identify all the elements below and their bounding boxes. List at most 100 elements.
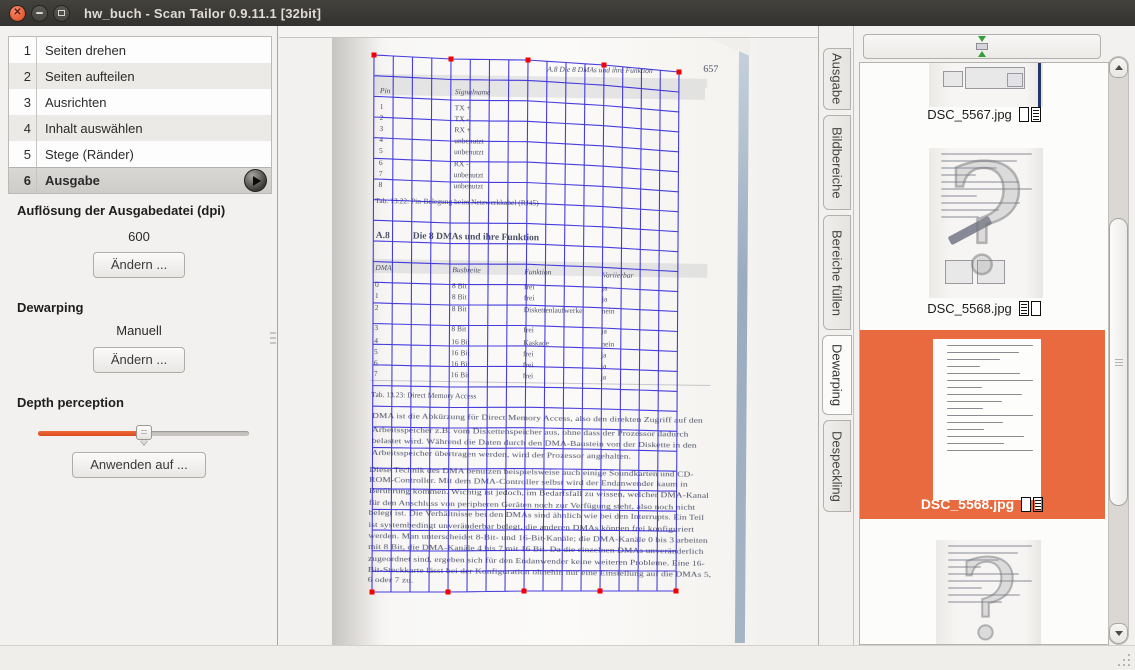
dewarping-grid[interactable] [279,26,818,645]
scrollbar-grip [1115,359,1123,360]
stage-list: 1 Seiten drehen 2 Seiten aufteilen 3 Aus… [8,36,272,194]
thumbnail-list[interactable]: DSC_5567.jpg ? DSC_5568.jpg [859,62,1109,645]
grid-control-point[interactable] [369,589,375,595]
thumbnail-text-line [941,153,1033,155]
status-bar [0,645,1135,670]
thumbnail-text-line [947,394,1022,395]
grid-control-point[interactable] [676,69,682,75]
run-output-button[interactable] [244,169,267,192]
thumbnail-text-line [948,594,1021,596]
diagram-placeholder [947,215,993,246]
thumbnail-caption: DSC_5567.jpg [860,107,1108,122]
stage-label: Seiten drehen [45,42,126,58]
thumbnail-text-line [941,181,1019,183]
scrollbar-thumb[interactable] [1109,218,1128,506]
close-icon: ✕ [13,6,22,18]
resize-grip-icon[interactable] [1128,664,1130,666]
thumbnail-text-line [947,422,1004,423]
image-viewport[interactable]: A.8 Die 8 DMAs und ihre Funktion 657 Pin… [279,26,818,645]
stage-label: Ausgabe [45,173,100,188]
grid-control-point[interactable] [445,589,451,595]
thumbnail-text-line [947,387,982,388]
grid-control-point[interactable] [601,62,607,68]
tab-dewarping[interactable]: Dewarping [822,335,852,415]
stage-number: 5 [9,141,37,167]
slider-handle[interactable] [135,425,152,440]
right-page-icon [1021,496,1044,512]
thumbnail-text-line [941,209,1000,211]
minimize-button[interactable] [31,4,48,22]
close-button[interactable]: ✕ [9,4,26,22]
stage-number: 6 [9,168,37,193]
thumbnail-scrollbar[interactable] [1108,56,1129,645]
thumbnail-image[interactable] [933,339,1041,500]
thumbnail-image[interactable]: ? [936,535,1041,644]
dewarping-label: Dewarping [17,300,84,315]
window-title: hw_buch - Scan Tailor 0.9.11.1 [32bit] [84,5,322,21]
depth-perception-label: Depth perception [17,395,124,410]
grid-control-point[interactable] [521,588,527,594]
maximize-button[interactable] [53,4,70,22]
thumbnail-panel: DSC_5567.jpg ? DSC_5568.jpg [853,26,1135,645]
resolution-label: Auflösung der Ausgabedatei (dpi) [17,203,226,218]
tab-bereiche-fuellen[interactable]: Bereiche füllen [823,215,851,330]
left-page-icon [1018,301,1041,316]
thumbnail-text-line [941,167,997,169]
thumbnail-text-line [947,415,1034,416]
titlebar[interactable]: ✕ hw_buch - Scan Tailor 0.9.11.1 [32bit] [0,0,1135,26]
grid-control-point[interactable] [448,56,454,62]
view-tabstrip: Ausgabe Bildbereiche Bereiche füllen Dew… [818,26,853,645]
tab-ausgabe[interactable]: Ausgabe [823,48,851,110]
thumbnail-text-line [948,559,1000,561]
thumbnail-text-line [947,450,1034,451]
thumbnail-text-line [947,401,1003,402]
thumbnail-text-line [948,573,1020,575]
thumbnail-text-line [947,408,983,409]
thumbnail-text-line [941,216,979,218]
stage-item-seiten-aufteilen[interactable]: 2 Seiten aufteilen [9,63,271,89]
stage-item-stege[interactable]: 5 Stege (Ränder) [9,141,271,167]
stage-number: 2 [9,63,37,89]
stage-item-inhalt-auswaehlen[interactable]: 4 Inhalt auswählen [9,115,271,141]
thumbnail-caption: DSC_5568.jpg [860,301,1108,316]
viewport-top-line [279,37,818,38]
scroll-up-button[interactable] [1109,57,1128,78]
slider-fill [38,431,144,436]
goto-current-page-button[interactable] [863,34,1101,59]
arrow-up-icon [1114,65,1123,70]
splitter-grip[interactable] [270,332,276,347]
thumbnail-text-line [947,436,1024,437]
thumbnail-text-line [948,545,1032,547]
thumbnail-text-line [941,160,1018,162]
thumbnail-text-line [941,202,1020,204]
thumbnail-text-line [941,174,977,176]
grid-control-point[interactable] [597,588,603,594]
stage-label: Inhalt auswählen [45,120,143,136]
thumbnail-item-selected[interactable]: DSC_5568.jpg [860,330,1105,519]
page-edge-line [1038,63,1041,107]
apply-to-button[interactable]: Anwenden auf ... [72,452,206,478]
resolution-change-button[interactable]: Ändern ... [92,252,186,278]
tab-despeckling[interactable]: Despeckling [823,420,851,512]
stage-item-ausrichten[interactable]: 3 Ausrichten [9,89,271,115]
grid-control-point[interactable] [371,52,377,58]
depth-perception-slider[interactable] [38,424,249,444]
grid-control-point[interactable] [673,588,679,594]
thumbnail-text-line [947,352,1020,353]
thumbnail-text-line [947,380,1034,381]
right-page-icon [1018,107,1041,122]
thumbnail-image[interactable]: ? [929,133,1043,309]
dewarping-mode-value: Manuell [116,323,162,338]
thumbnail-text-line [941,195,978,197]
stage-number: 1 [9,37,37,63]
stage-item-seiten-drehen[interactable]: 1 Seiten drehen [9,37,271,63]
resolution-value: 600 [128,229,150,244]
stage-item-ausgabe[interactable]: 6 Ausgabe [9,167,271,193]
play-icon [252,175,261,186]
dewarping-change-button[interactable]: Ändern ... [92,347,186,373]
thumbnail-text-line [947,359,1000,360]
grid-control-point[interactable] [525,57,531,63]
scroll-down-button[interactable] [1109,623,1128,644]
tab-bildbereiche[interactable]: Bildbereiche [823,115,851,210]
thumbnail-image[interactable] [929,63,1043,107]
